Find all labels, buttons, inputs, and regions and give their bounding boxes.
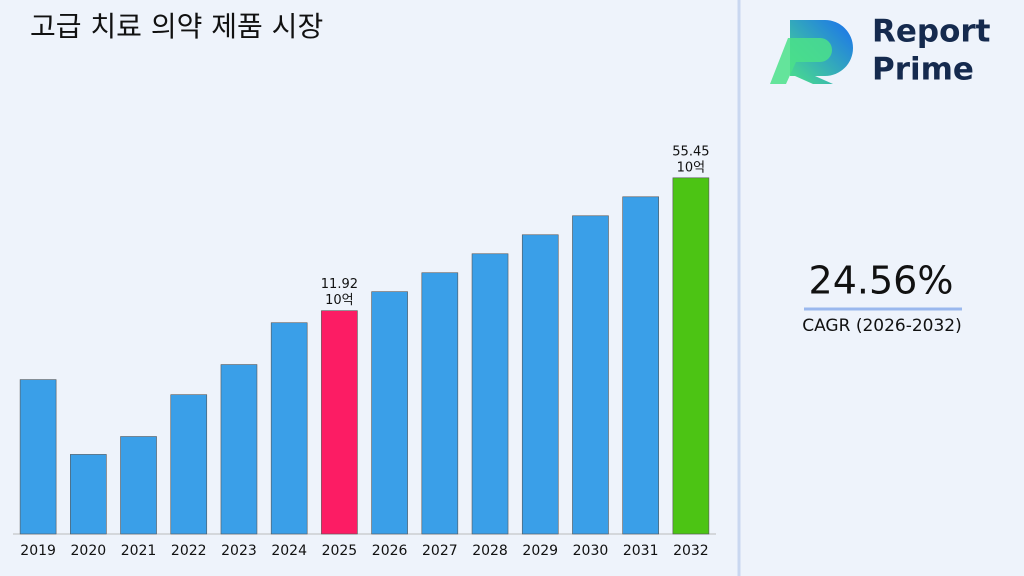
x-tick-label: 2027 [422, 543, 458, 559]
x-tick-label: 2022 [171, 543, 207, 559]
logo-mark [770, 38, 832, 84]
chart-title: 고급 치료 의약 제품 시장 [30, 10, 323, 43]
x-tick-label: 2023 [221, 543, 257, 559]
x-tick-label: 2031 [623, 543, 659, 559]
bar [70, 454, 107, 535]
x-tick-label: 2021 [121, 543, 157, 559]
bar [120, 436, 157, 535]
x-tick-label: 2032 [673, 543, 709, 559]
bar [220, 364, 258, 535]
bar [572, 215, 609, 535]
bar [19, 379, 57, 535]
value-label: 55.45 [672, 144, 709, 159]
bar [521, 234, 559, 535]
x-tick-label: 2019 [20, 543, 56, 559]
cagr-label: CAGR (2026-2032) [802, 316, 962, 336]
value-unit: 10억 [325, 293, 354, 308]
bar [321, 310, 358, 535]
x-tick-label: 2026 [372, 543, 408, 559]
x-tick-label: 2024 [271, 543, 307, 559]
x-tick-label: 2029 [522, 543, 558, 559]
brand-text: Report [872, 14, 991, 50]
brand-text: Prime [872, 52, 974, 88]
bar [270, 322, 308, 535]
value-unit: 10억 [677, 160, 706, 175]
bar [371, 291, 408, 535]
bar [170, 394, 208, 535]
bar [421, 272, 459, 535]
logo [770, 20, 853, 84]
x-tick-label: 2030 [573, 543, 609, 559]
x-tick-label: 2020 [71, 543, 107, 559]
bar [471, 253, 509, 535]
bar [622, 196, 659, 535]
bar [672, 177, 710, 535]
cagr-value: 24.56% [809, 259, 954, 303]
x-tick-label: 2025 [322, 543, 358, 559]
x-tick-label: 2028 [472, 543, 508, 559]
value-label: 11.92 [321, 277, 358, 292]
